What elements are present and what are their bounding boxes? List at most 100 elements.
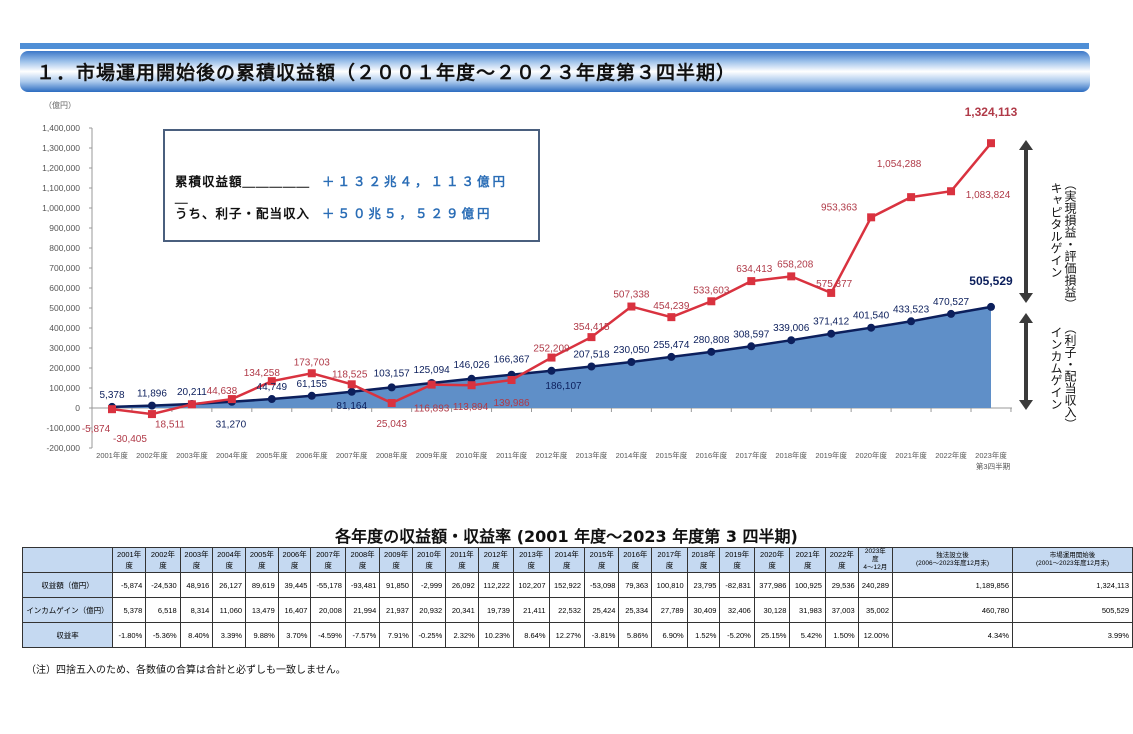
income-marker xyxy=(387,383,396,392)
cumulative-marker xyxy=(227,395,236,404)
capital-gain-arrow-head-down xyxy=(1019,293,1033,303)
x-axis-tick-label: 2023年度 xyxy=(975,450,1007,460)
income-data-label: 470,527 xyxy=(933,297,970,308)
table-cell: -55,178 xyxy=(310,572,346,598)
table-cell: -93,481 xyxy=(344,572,381,598)
x-axis-tick-label: 2006年度 xyxy=(296,450,328,460)
table-cell: 26,127 xyxy=(212,572,247,598)
cumulative-data-label: 1,083,824 xyxy=(966,190,1011,201)
cumulative-data-label: 354,415 xyxy=(573,322,610,333)
table-cell: 91,850 xyxy=(379,572,413,598)
table-cell: 22,532 xyxy=(548,597,586,623)
table-cell: 5.42% xyxy=(789,622,826,648)
column-header: 2010年度 xyxy=(411,547,447,573)
table-cell: 23,795 xyxy=(686,572,721,598)
column-header: 2005年度 xyxy=(245,547,279,573)
table-cell: 16,407 xyxy=(277,597,312,623)
cumulative-marker xyxy=(147,410,156,419)
table-cell: 1.52% xyxy=(686,622,721,648)
column-header: 2009年度 xyxy=(379,547,413,573)
table-cell: 3.99% xyxy=(1012,622,1133,648)
column-header-since-independent-line1: 独法設立後 xyxy=(936,552,969,559)
income-data-label: 103,157 xyxy=(374,368,411,379)
income-data-label: 61,155 xyxy=(296,379,327,390)
income-gain-arrow-head-down xyxy=(1019,400,1033,410)
cumulative-marker xyxy=(747,277,756,286)
table-cell: 8,314 xyxy=(179,597,214,623)
table-cell: 1,324,113 xyxy=(1012,572,1133,598)
x-axis-tick-label: 2003年度 xyxy=(176,450,208,460)
row-label: 収益率 xyxy=(22,622,113,648)
page-title: １．市場運用開始後の累積収益額（２００１年度～２０２３年度第３四半期） xyxy=(36,62,737,84)
table-cell: 100,925 xyxy=(789,572,826,598)
income-data-label: 255,474 xyxy=(653,340,690,351)
cumulative-data-label: 533,603 xyxy=(693,285,730,296)
cumulative-data-label: 18,511 xyxy=(155,419,185,430)
capital-gain-label: キャピタルゲイン xyxy=(1049,182,1063,278)
income-marker xyxy=(267,395,276,404)
income-data-label: 44,749 xyxy=(257,382,288,393)
summary-income-label: うち、利子・配当収入 xyxy=(175,206,311,221)
y-axis-unit-label: （億円） xyxy=(44,100,76,110)
income-data-label: 186,107 xyxy=(545,381,582,392)
table-cell: 25,334 xyxy=(618,597,653,623)
cumulative-data-label: 252,209 xyxy=(533,344,570,355)
row-label: インカムゲイン（億円） xyxy=(22,597,113,623)
column-header: 2020年度 xyxy=(753,547,791,573)
table-cell: 13,479 xyxy=(245,597,279,623)
income-gain-label: インカムゲイン xyxy=(1049,326,1063,410)
y-axis-tick-label: 300,000 xyxy=(49,343,80,353)
table-cell: 21,411 xyxy=(512,597,550,623)
column-header-since-start-line2: (2001～2023年度12月末) xyxy=(1036,560,1109,567)
y-axis-tick-label: 700,000 xyxy=(49,263,80,273)
cumulative-data-label: 44,638 xyxy=(207,386,238,397)
table-cell: 10.23% xyxy=(477,622,514,648)
x-axis-tick-label: 2005年度 xyxy=(256,450,288,460)
table-cell: 25.15% xyxy=(753,622,791,648)
x-axis-tick-label: 2020年度 xyxy=(855,450,887,460)
column-header: 2007年度 xyxy=(310,547,346,573)
table-cell: -0.25% xyxy=(411,622,447,648)
table-cell: 39,445 xyxy=(277,572,312,598)
column-header: 2014年度 xyxy=(548,547,586,573)
x-axis-tick-label: 2021年度 xyxy=(895,450,927,460)
income-data-label: 146,026 xyxy=(454,360,491,371)
table-cell: -2,999 xyxy=(411,572,447,598)
column-header: 2006年度 xyxy=(277,547,312,573)
table-cell: 79,363 xyxy=(618,572,653,598)
y-axis-tick-label: 1,100,000 xyxy=(42,183,80,193)
cumulative-marker xyxy=(587,333,596,342)
y-axis-tick-label: 100,000 xyxy=(49,383,80,393)
column-header: 2004年度 xyxy=(212,547,247,573)
x-axis-tick-label: 2001年度 xyxy=(96,450,128,460)
cumulative-data-label: -30,405 xyxy=(113,434,147,445)
table-cell: 9.88% xyxy=(245,622,279,648)
table-cell: -53,098 xyxy=(584,572,620,598)
income-data-label: 433,523 xyxy=(893,304,930,315)
summary-total-label: 累積収益額＿＿＿＿＿＿ xyxy=(175,174,311,205)
table-cell: 11,060 xyxy=(212,597,247,623)
cumulative-marker xyxy=(907,193,916,202)
income-data-label: 401,540 xyxy=(853,311,890,322)
x-axis-sublabel: 第3四半期 xyxy=(976,461,1010,471)
cumulative-marker xyxy=(187,400,196,409)
table-cell: 12.27% xyxy=(548,622,586,648)
cumulative-marker xyxy=(347,380,356,389)
table-cell: 112,222 xyxy=(477,572,514,598)
cumulative-data-label: 113,894 xyxy=(453,402,489,413)
column-header: 2021年度 xyxy=(789,547,826,573)
cumulative-marker xyxy=(507,376,516,385)
footnote: （注）四捨五入のため、各数値の合算は合計と必ずしも一致しません。 xyxy=(26,665,346,676)
table-cell: 20,932 xyxy=(411,597,447,623)
column-header: 2003年度 xyxy=(179,547,214,573)
column-header-since-independent: 独法設立後 (2006～2023年度12月末) xyxy=(892,547,1013,573)
table-cell: 32,406 xyxy=(719,597,755,623)
table-cell: -5.36% xyxy=(145,622,181,648)
table-cell: 505,529 xyxy=(1012,597,1133,623)
cumulative-data-label: 507,338 xyxy=(613,290,650,301)
table-cell: -82,831 xyxy=(719,572,755,598)
column-header: 2001年度 xyxy=(111,547,147,573)
table-row: 収益額（億円） -5,874 -24,530 48,916 26,127 89,619 39… xyxy=(22,572,1133,598)
y-axis-tick-label: 400,000 xyxy=(49,323,80,333)
x-axis-tick-label: 2002年度 xyxy=(136,450,168,460)
